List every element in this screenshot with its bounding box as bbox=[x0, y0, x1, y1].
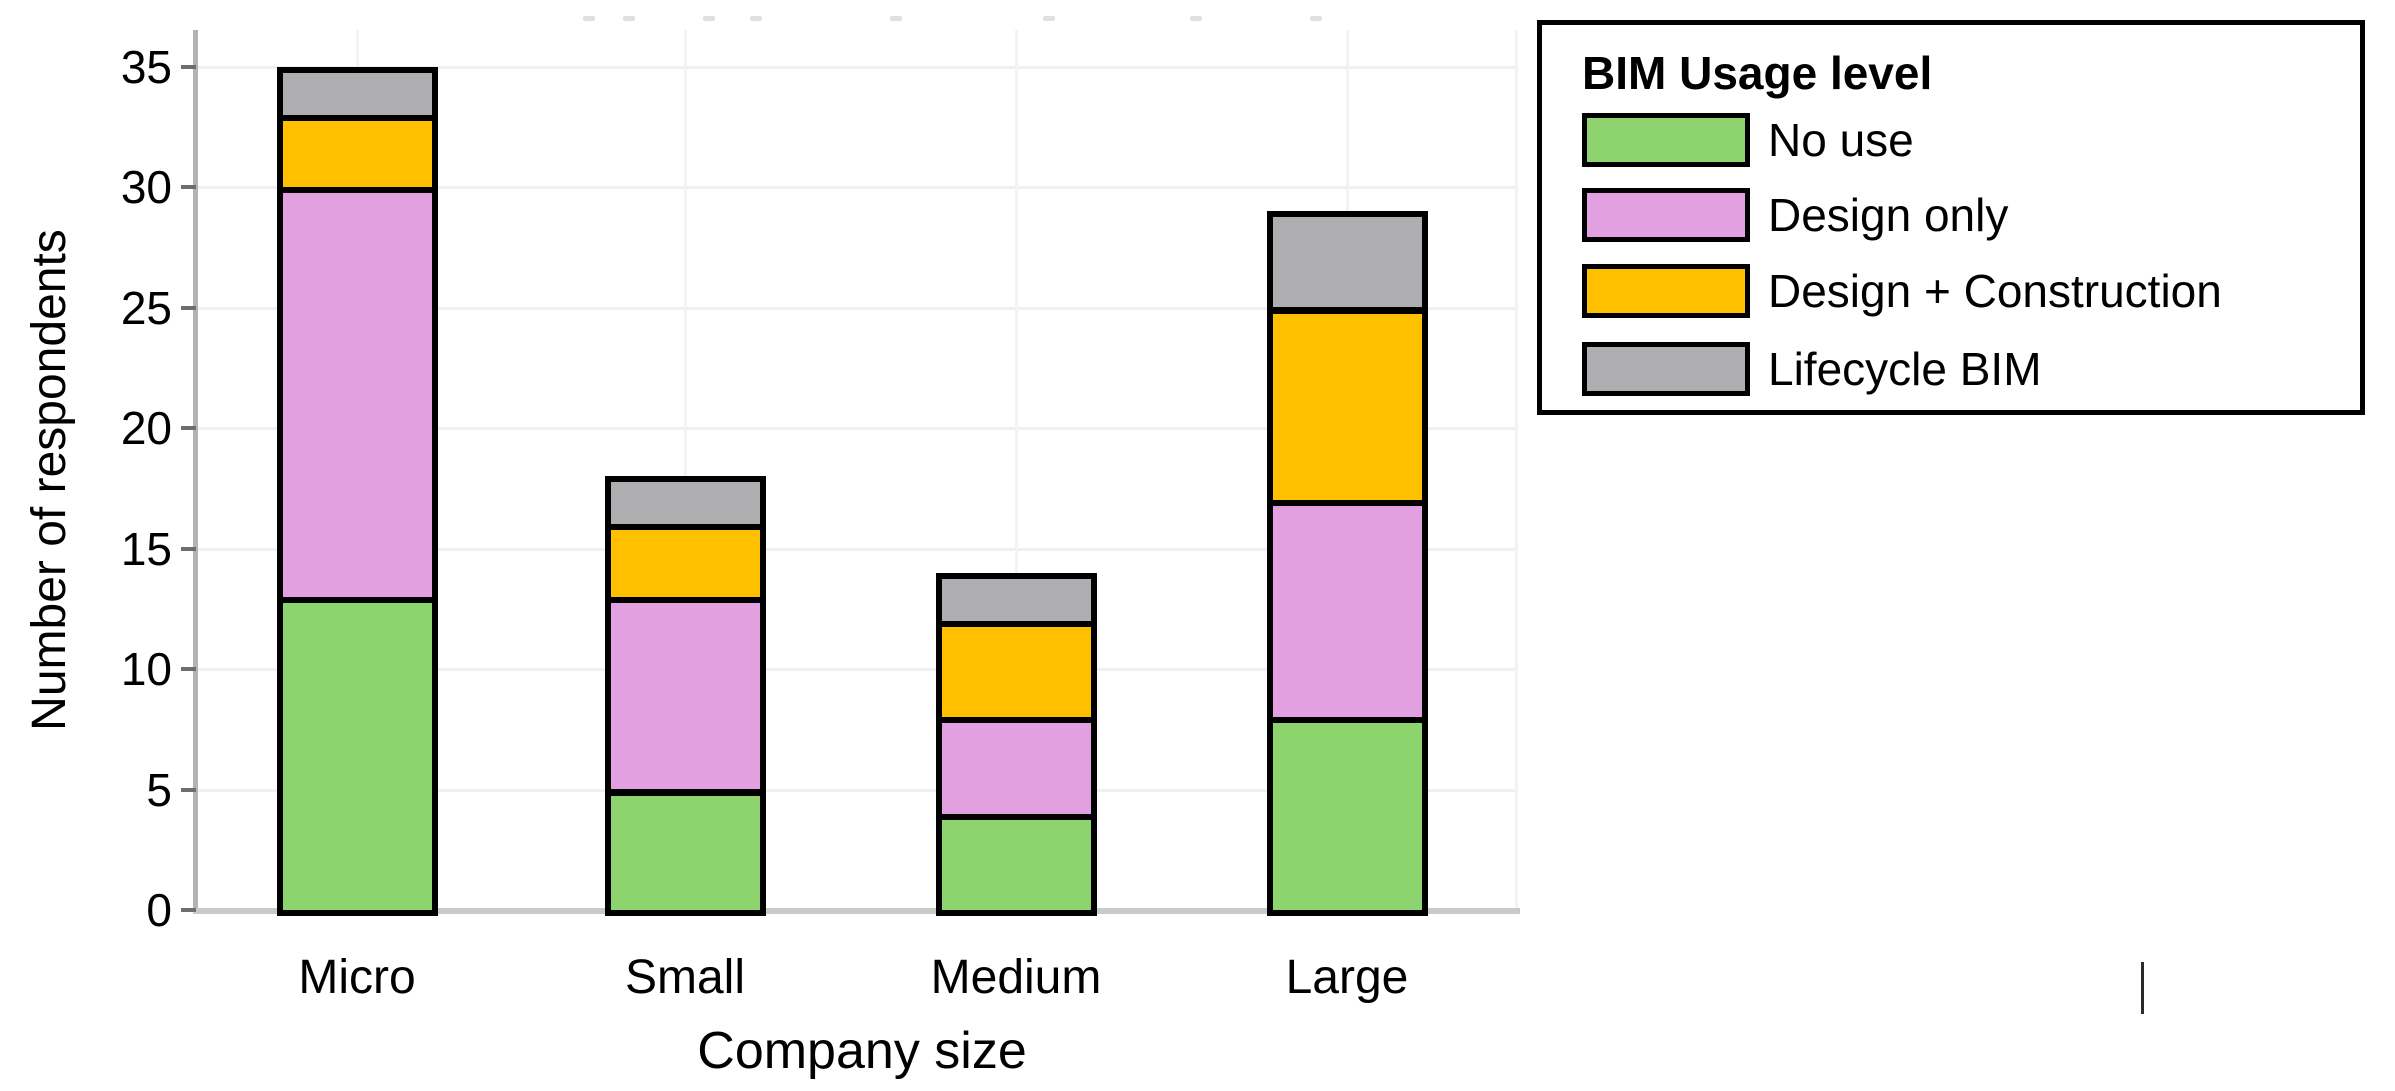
v-gridline bbox=[684, 30, 687, 910]
h-gridline bbox=[196, 427, 1518, 430]
h-gridline bbox=[196, 65, 1518, 69]
legend-box: BIM Usage level No use Design only Design … bbox=[1537, 20, 2365, 415]
bar-segment-medium-lifecycle-bim bbox=[935, 572, 1097, 627]
bar-segment-large-lifecycle-bim bbox=[1266, 211, 1428, 314]
v-gridline bbox=[1515, 30, 1518, 910]
x-tick-label-large: Large bbox=[1285, 951, 1409, 1004]
top-smudge bbox=[890, 16, 902, 21]
y-tick-label: 5 bbox=[146, 763, 172, 816]
bar-segment-large-no-use bbox=[1266, 717, 1428, 916]
y-tick-mark bbox=[181, 546, 196, 551]
bar-segment-micro-design-construction bbox=[276, 114, 438, 193]
y-tick-mark bbox=[181, 185, 196, 189]
bar-segment-small-no-use bbox=[604, 789, 766, 916]
y-tick-label: 10 bbox=[120, 643, 172, 695]
top-smudge bbox=[623, 16, 635, 21]
x-axis-title: Company size bbox=[697, 1022, 1027, 1080]
v-gridline bbox=[1015, 30, 1018, 910]
y-tick-label: 0 bbox=[146, 884, 172, 936]
h-gridline bbox=[196, 186, 1518, 189]
x-tick-label-medium: Medium bbox=[930, 951, 1102, 1004]
y-tick-mark bbox=[181, 305, 196, 310]
y-tick-label: 20 bbox=[120, 402, 172, 454]
h-gridline bbox=[196, 668, 1518, 671]
y-tick-mark bbox=[181, 667, 196, 671]
legend-swatch-design-only bbox=[1582, 188, 1750, 242]
bar-segment-medium-no-use bbox=[935, 813, 1097, 916]
top-smudge bbox=[703, 16, 715, 21]
y-tick-mark bbox=[181, 64, 196, 69]
y-tick-label: 30 bbox=[120, 161, 172, 213]
legend-label-lifecycle-bim: Lifecycle BIM bbox=[1768, 343, 2042, 395]
top-smudge bbox=[1043, 16, 1055, 21]
top-smudge bbox=[583, 16, 595, 21]
legend-swatch-design-construction bbox=[1582, 264, 1750, 318]
top-smudge bbox=[750, 16, 762, 21]
bar-segment-micro-design-only bbox=[276, 187, 438, 603]
x-tick-label-small: Small bbox=[624, 951, 746, 1004]
y-tick-label: 15 bbox=[120, 522, 172, 575]
y-axis-title: Number of respondents bbox=[23, 229, 76, 731]
h-gridline bbox=[196, 788, 1518, 792]
h-gridline bbox=[196, 306, 1518, 310]
bar-segment-large-design-only bbox=[1266, 500, 1428, 724]
bar-segment-micro-lifecycle-bim bbox=[276, 66, 438, 121]
h-gridline bbox=[196, 547, 1518, 551]
y-tick-mark bbox=[181, 426, 196, 430]
x-tick-label-micro: Micro bbox=[298, 951, 416, 1004]
legend-swatch-lifecycle-bim bbox=[1582, 342, 1750, 396]
y-axis-line bbox=[193, 30, 198, 914]
bar-segment-medium-design-construction bbox=[935, 620, 1097, 724]
legend-label-design-only: Design only bbox=[1768, 189, 2009, 241]
legend-label-no-use: No use bbox=[1768, 114, 1914, 166]
legend-swatch-no-use bbox=[1582, 113, 1750, 167]
top-smudge bbox=[1310, 16, 1322, 21]
y-tick-label: 35 bbox=[120, 40, 172, 93]
bar-segment-small-lifecycle-bim bbox=[604, 476, 766, 531]
y-tick-mark bbox=[181, 908, 196, 912]
legend-label-design-construction: Design + Construction bbox=[1768, 265, 2222, 317]
bar-segment-medium-design-only bbox=[935, 717, 1097, 820]
bar-segment-small-design-only bbox=[604, 596, 766, 796]
y-tick-mark bbox=[181, 787, 196, 792]
bar-segment-large-design-construction bbox=[1266, 307, 1428, 507]
bar-segment-micro-no-use bbox=[276, 596, 438, 916]
text-cursor-artifact bbox=[2141, 962, 2144, 1014]
x-axis-line bbox=[193, 908, 1520, 914]
legend-title: BIM Usage level bbox=[1582, 47, 1933, 99]
y-tick-label: 25 bbox=[120, 281, 172, 334]
bar-segment-small-design-construction bbox=[604, 524, 766, 603]
top-smudge bbox=[1190, 16, 1202, 21]
